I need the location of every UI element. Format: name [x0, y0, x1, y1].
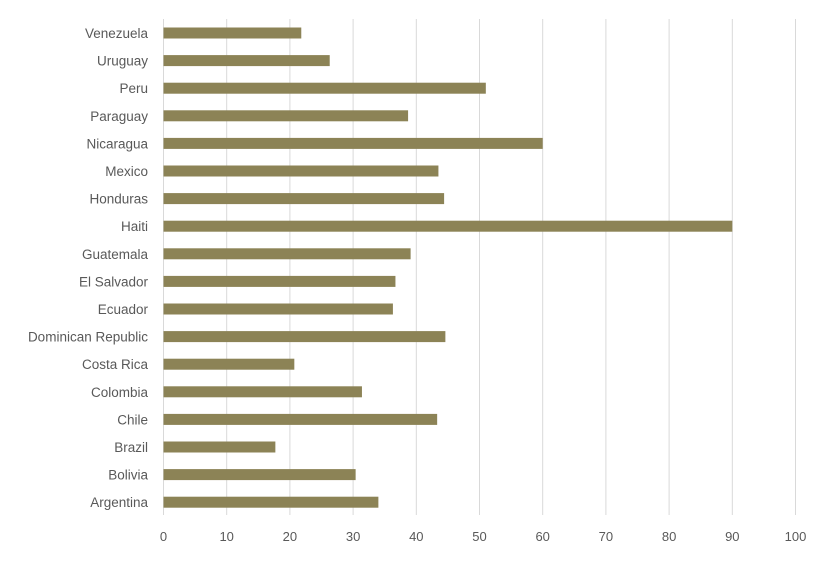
- category-label: Nicaragua: [86, 136, 148, 151]
- category-label: Uruguay: [97, 54, 148, 69]
- category-label: Brazil: [114, 440, 148, 455]
- gridlines: [163, 19, 796, 515]
- category-label: Guatemala: [82, 247, 149, 262]
- category-label: Colombia: [91, 385, 149, 400]
- bar-colombia: [163, 386, 362, 398]
- category-label: Ecuador: [98, 302, 149, 317]
- category-label: Costa Rica: [82, 357, 149, 372]
- bar-venezuela: [163, 27, 302, 39]
- bar-argentina: [163, 496, 379, 508]
- category-labels: Venezuela Uruguay Peru Paraguay Nicaragua Mex…: [28, 26, 149, 510]
- x-tick-label: 100: [785, 529, 807, 544]
- x-tick-label: 60: [535, 529, 549, 544]
- category-label: Paraguay: [90, 109, 148, 124]
- bar-bolivia: [163, 469, 356, 481]
- category-label: El Salvador: [79, 274, 149, 289]
- x-tick-label: 80: [662, 529, 676, 544]
- bar-paraguay: [163, 110, 409, 122]
- category-label: Haiti: [121, 219, 148, 234]
- bar-honduras: [163, 193, 445, 205]
- category-label: Mexico: [105, 164, 148, 179]
- bar-guatemala: [163, 248, 411, 260]
- x-tick-label: 40: [409, 529, 423, 544]
- category-label: Bolivia: [108, 468, 148, 483]
- bar-brazil: [163, 441, 276, 453]
- category-label: Argentina: [90, 495, 148, 510]
- bar-costa-rica: [163, 358, 295, 370]
- bar-haiti: [163, 220, 733, 232]
- category-label: Dominican Republic: [28, 330, 148, 345]
- category-label: Chile: [117, 412, 148, 427]
- category-label: Honduras: [89, 192, 148, 207]
- bar-dominican-republic: [163, 331, 446, 343]
- x-tick-labels: 0 10 20 30 40 50 60 70 80 90 100: [160, 529, 806, 544]
- x-tick-label: 30: [346, 529, 360, 544]
- bar-ecuador: [163, 303, 393, 315]
- category-label: Venezuela: [85, 26, 149, 41]
- x-tick-label: 20: [283, 529, 297, 544]
- x-tick-label: 90: [725, 529, 739, 544]
- bar-nicaragua: [163, 137, 543, 149]
- x-tick-label: 50: [472, 529, 486, 544]
- bar-mexico: [163, 165, 439, 177]
- category-label: Peru: [119, 81, 148, 96]
- bar-peru: [163, 82, 486, 94]
- x-tick-label: 70: [599, 529, 613, 544]
- bar-chile: [163, 413, 438, 425]
- bars: [163, 27, 733, 508]
- bar-uruguay: [163, 55, 330, 67]
- bar-el-salvador: [163, 275, 396, 287]
- x-tick-label: 10: [219, 529, 233, 544]
- x-tick-label: 0: [160, 529, 167, 544]
